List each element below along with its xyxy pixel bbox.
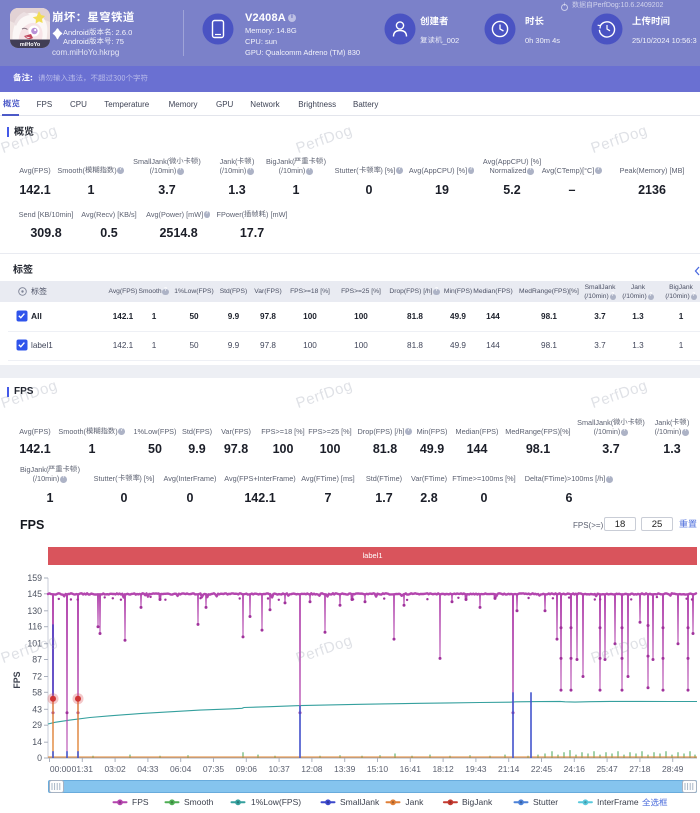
- svg-text:101: 101: [27, 639, 42, 649]
- svg-text:58: 58: [32, 687, 42, 697]
- svg-text:12:08: 12:08: [301, 764, 323, 774]
- svg-text:00:00: 00:00: [50, 764, 72, 774]
- svg-text:22:45: 22:45: [531, 764, 553, 774]
- svg-text:29: 29: [32, 720, 42, 730]
- svg-text:13:39: 13:39: [334, 764, 356, 774]
- svg-text:04:33: 04:33: [137, 764, 159, 774]
- svg-text:21:14: 21:14: [498, 764, 520, 774]
- svg-text:15:10: 15:10: [367, 764, 389, 774]
- svg-text:27:18: 27:18: [629, 764, 651, 774]
- svg-text:07:35: 07:35: [203, 764, 225, 774]
- svg-text:25:47: 25:47: [596, 764, 618, 774]
- svg-text:06:04: 06:04: [170, 764, 192, 774]
- svg-text:01:31: 01:31: [72, 764, 94, 774]
- svg-text:09:06: 09:06: [236, 764, 258, 774]
- svg-text:43: 43: [32, 704, 42, 714]
- svg-text:0: 0: [37, 753, 42, 763]
- svg-text:18:12: 18:12: [432, 764, 454, 774]
- svg-text:28:49: 28:49: [662, 764, 684, 774]
- svg-text:87: 87: [32, 655, 42, 665]
- svg-text:10:37: 10:37: [268, 764, 290, 774]
- svg-text:72: 72: [32, 672, 42, 682]
- svg-text:03:02: 03:02: [104, 764, 126, 774]
- svg-text:19:43: 19:43: [465, 764, 487, 774]
- svg-text:130: 130: [27, 606, 42, 616]
- svg-text:159: 159: [27, 573, 42, 583]
- svg-text:16:41: 16:41: [400, 764, 422, 774]
- svg-text:14: 14: [32, 737, 42, 747]
- svg-text:145: 145: [27, 589, 42, 599]
- svg-text:24:16: 24:16: [564, 764, 586, 774]
- svg-text:miHoYo: miHoYo: [20, 42, 41, 48]
- svg-text:116: 116: [28, 622, 42, 632]
